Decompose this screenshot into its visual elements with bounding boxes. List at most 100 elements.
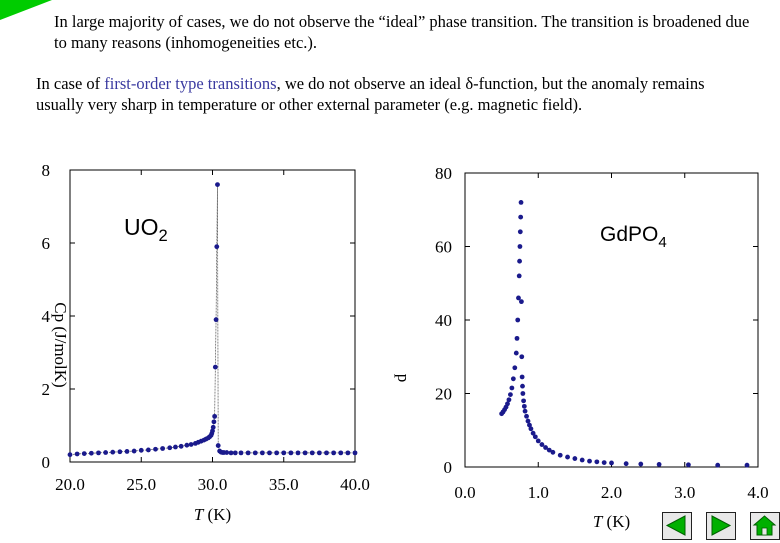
data-point — [509, 385, 515, 391]
x-tick-label: 30.0 — [198, 475, 228, 494]
y-tick-label: 8 — [42, 161, 51, 180]
data-point — [281, 450, 287, 456]
y-axis-label: p — [394, 374, 413, 383]
data-point — [505, 401, 510, 407]
data-point — [521, 398, 526, 404]
data-point — [103, 450, 109, 455]
data-point — [188, 442, 194, 447]
data-point — [686, 462, 691, 468]
data-point — [267, 450, 272, 456]
para-highlight: first-order type transitions — [104, 74, 277, 93]
x-tick-label: 2.0 — [601, 483, 622, 502]
data-point — [519, 354, 525, 360]
data-point — [212, 364, 218, 370]
x-tick-label: 3.0 — [674, 483, 695, 502]
home-icon — [752, 515, 777, 536]
home-button[interactable] — [750, 512, 780, 540]
data-point — [214, 244, 220, 250]
data-point — [516, 273, 522, 279]
data-point — [517, 229, 523, 235]
data-point — [546, 447, 552, 453]
data-point — [167, 445, 173, 451]
data-point — [594, 459, 600, 465]
uo2-chart-group: 20.0 25.0 30.0 35.0 40.0 0 2 4 6 8 UO2 Cp (J/molK) T… — [42, 161, 370, 524]
prev-slide-button[interactable] — [662, 512, 692, 540]
y-tick-label: 0 — [42, 453, 51, 472]
data-point — [259, 450, 265, 456]
data-point — [81, 451, 87, 457]
data-point — [519, 299, 524, 305]
data-point — [88, 450, 94, 456]
corner-triangle — [0, 0, 52, 20]
data-point — [210, 428, 215, 434]
plot-frame — [464, 172, 759, 468]
plot-frame — [69, 169, 356, 463]
data-point — [525, 418, 531, 424]
data-point — [138, 447, 144, 453]
data-point — [535, 438, 541, 444]
arrow-right-icon — [711, 515, 732, 536]
data-point — [508, 392, 513, 398]
x-tick-label: 20.0 — [55, 475, 85, 494]
data-point — [145, 447, 151, 453]
data-point — [520, 383, 525, 389]
arrow-left-icon — [665, 515, 686, 536]
data-point — [638, 461, 644, 467]
data-point — [744, 462, 750, 468]
data-point — [131, 448, 137, 454]
data-point — [519, 374, 525, 380]
data-point — [316, 450, 322, 456]
x-tick-label: 25.0 — [126, 475, 156, 494]
y-tick-label: 4 — [42, 307, 51, 326]
data-point — [557, 452, 563, 458]
intro-text: In large majority of cases, we do not ob… — [54, 12, 750, 52]
data-point — [715, 462, 721, 468]
data-point — [213, 317, 219, 323]
data-point — [252, 450, 258, 456]
para-prefix: In case of — [36, 74, 105, 93]
series-line — [69, 184, 355, 456]
data-point — [173, 444, 178, 450]
data-point — [160, 446, 166, 451]
data-point — [324, 450, 329, 456]
x-axis-label: T (K) — [194, 505, 231, 524]
data-point — [516, 295, 521, 301]
data-point — [345, 450, 351, 456]
data-point — [518, 200, 524, 205]
data-point — [178, 443, 184, 449]
y-axis-label: Cp (J/molK) — [51, 302, 70, 387]
y-tick-label: 6 — [42, 234, 51, 253]
data-point — [238, 450, 244, 456]
x-tick-label: 1.0 — [528, 483, 549, 502]
data-point — [550, 449, 556, 455]
y-tick-label: 40 — [435, 311, 452, 330]
data-point — [74, 451, 80, 457]
data-point — [623, 461, 629, 467]
x-tick-label: 35.0 — [269, 475, 299, 494]
y-tick-label: 80 — [435, 164, 452, 183]
data-point — [352, 450, 358, 456]
data-point — [184, 442, 190, 448]
data-point — [506, 397, 512, 403]
next-slide-button[interactable] — [706, 512, 736, 540]
x-tick-label: 40.0 — [340, 475, 370, 494]
data-point — [245, 450, 251, 456]
data-point — [117, 449, 123, 455]
data-point — [530, 430, 536, 436]
data-point — [517, 244, 523, 249]
data-point — [331, 450, 337, 456]
data-point — [110, 449, 116, 455]
data-point — [517, 258, 522, 264]
data-point — [528, 426, 534, 432]
data-point — [532, 434, 538, 440]
data-point — [521, 403, 527, 409]
x-tick-label: 4.0 — [747, 483, 768, 502]
data-point — [215, 443, 221, 448]
data-point — [510, 376, 516, 382]
data-point — [518, 214, 524, 220]
data-point — [67, 452, 73, 458]
data-point — [579, 457, 585, 463]
data-point — [565, 454, 570, 460]
first-order-paragraph: In case of first-order type transitions,… — [36, 73, 756, 115]
gdpo4-chart-group: 0.0 1.0 2.0 3.0 4.0 0 20 40 60 80 GdPO4 p T (K) — [394, 164, 769, 531]
